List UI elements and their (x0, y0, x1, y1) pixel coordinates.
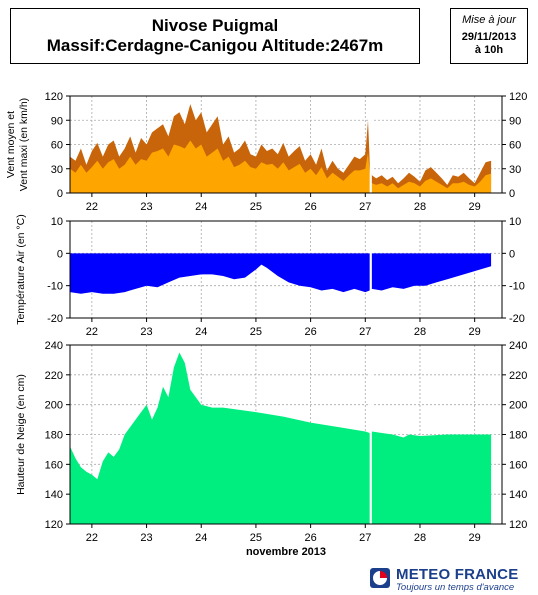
x-tick-label: 28 (414, 326, 426, 338)
y-tick-label-left: -20 (47, 313, 63, 325)
y-tick-label-right: 0 (509, 188, 515, 200)
y-tick-label-right: 200 (509, 400, 527, 412)
station-name: Nivose Puigmal (151, 16, 279, 35)
y-tick-label-left: 60 (51, 140, 63, 152)
y-tick-label-right: 0 (509, 248, 515, 260)
x-tick-label: 24 (195, 326, 207, 338)
y-tick-label-right: 30 (509, 164, 521, 176)
x-tick-label: 23 (140, 326, 152, 338)
data-gap (369, 345, 372, 524)
y-tick-label-left: 120 (45, 91, 63, 103)
update-time: à 10h (474, 44, 504, 56)
x-tick-label: 28 (414, 532, 426, 544)
y-tick-label-right: 10 (509, 216, 521, 228)
x-tick-label: 22 (86, 326, 98, 338)
x-axis-label: novembre 2013 (246, 546, 326, 558)
y-tick-label-right: -10 (509, 281, 525, 293)
y-tick-label-left: 220 (45, 370, 63, 382)
chart-title-box: Nivose Puigmal Massif:Cerdagne-Canigou A… (10, 8, 420, 64)
y-tick-label-left: 200 (45, 400, 63, 412)
data-gap (369, 96, 372, 193)
y-tick-label-right: 240 (509, 340, 527, 352)
x-tick-label: 27 (359, 201, 371, 213)
y-tick-label-left: 160 (45, 459, 63, 471)
y-tick-label-left: 30 (51, 164, 63, 176)
brand-tagline: Toujours un temps d'avance (396, 582, 515, 593)
x-tick-label: 26 (304, 326, 316, 338)
panel-temperature (66, 220, 506, 322)
brand-name: METEO FRANCE (396, 566, 519, 583)
x-tick-label: 25 (250, 532, 262, 544)
y-tick-label-left: 10 (51, 216, 63, 228)
x-tick-label: 23 (140, 532, 152, 544)
x-tick-label: 27 (359, 532, 371, 544)
y-tick-label-left: 240 (45, 340, 63, 352)
y-tick-label-right: 180 (509, 430, 527, 442)
panel-wind (66, 95, 506, 197)
y-tick-label-left: 120 (45, 519, 63, 531)
x-tick-label: 24 (195, 532, 207, 544)
update-info-box: Mise à jour 29/11/2013 à 10h (450, 8, 528, 64)
y-tick-label-left: 140 (45, 489, 63, 501)
plot-frame (69, 220, 503, 319)
meteo-france-logo-icon (370, 568, 390, 588)
y-tick-label-left: -10 (47, 281, 63, 293)
panel-snow (66, 344, 506, 528)
y-axis-label: Vent moyen et (5, 111, 17, 178)
x-tick-label: 25 (250, 201, 262, 213)
y-axis-label: Température Air (en °C) (15, 214, 27, 324)
x-tick-label: 26 (304, 201, 316, 213)
y-tick-label-left: 0 (57, 248, 63, 260)
y-tick-label-right: 60 (509, 140, 521, 152)
x-tick-label: 28 (414, 201, 426, 213)
series-snow_depth-area (70, 352, 492, 524)
y-tick-label-right: 120 (509, 519, 527, 531)
x-tick-label: 29 (469, 201, 481, 213)
y-axis-label: Vent maxi (en km/h) (18, 98, 30, 191)
y-tick-label-right: 220 (509, 370, 527, 382)
x-tick-label: 25 (250, 326, 262, 338)
y-tick-label-left: 180 (45, 430, 63, 442)
update-date: 29/11/2013 (461, 31, 517, 43)
series-temperature-area (70, 253, 492, 294)
x-tick-label: 22 (86, 532, 98, 544)
y-tick-label-right: 160 (509, 459, 527, 471)
y-tick-label-left: 0 (57, 188, 63, 200)
y-tick-label-right: 90 (509, 115, 521, 127)
weather-charts: 0 0 30 30 60 60 90 90 120 120 22 23 24 25 26 27 28 29 Vent… (5, 91, 527, 558)
y-tick-label-right: -20 (509, 313, 525, 325)
x-tick-label: 27 (359, 326, 371, 338)
series-mean-area (70, 140, 492, 193)
x-tick-label: 24 (195, 201, 207, 213)
y-tick-label-right: 140 (509, 489, 527, 501)
data-gap (369, 221, 372, 318)
massif-altitude: Massif:Cerdagne-Canigou Altitude:2467m (46, 36, 384, 55)
x-tick-label: 26 (304, 532, 316, 544)
y-axis-label: Hauteur de Neige (en cm) (15, 374, 27, 495)
x-tick-label: 29 (469, 532, 481, 544)
y-tick-label-right: 120 (509, 91, 527, 103)
x-tick-label: 22 (86, 201, 98, 213)
y-tick-label-left: 90 (51, 115, 63, 127)
x-tick-label: 29 (469, 326, 481, 338)
meteo-france-logo: METEO FRANCE Toujours un temps d'avance (370, 566, 535, 593)
update-label: Mise à jour (462, 14, 516, 26)
x-tick-label: 23 (140, 201, 152, 213)
